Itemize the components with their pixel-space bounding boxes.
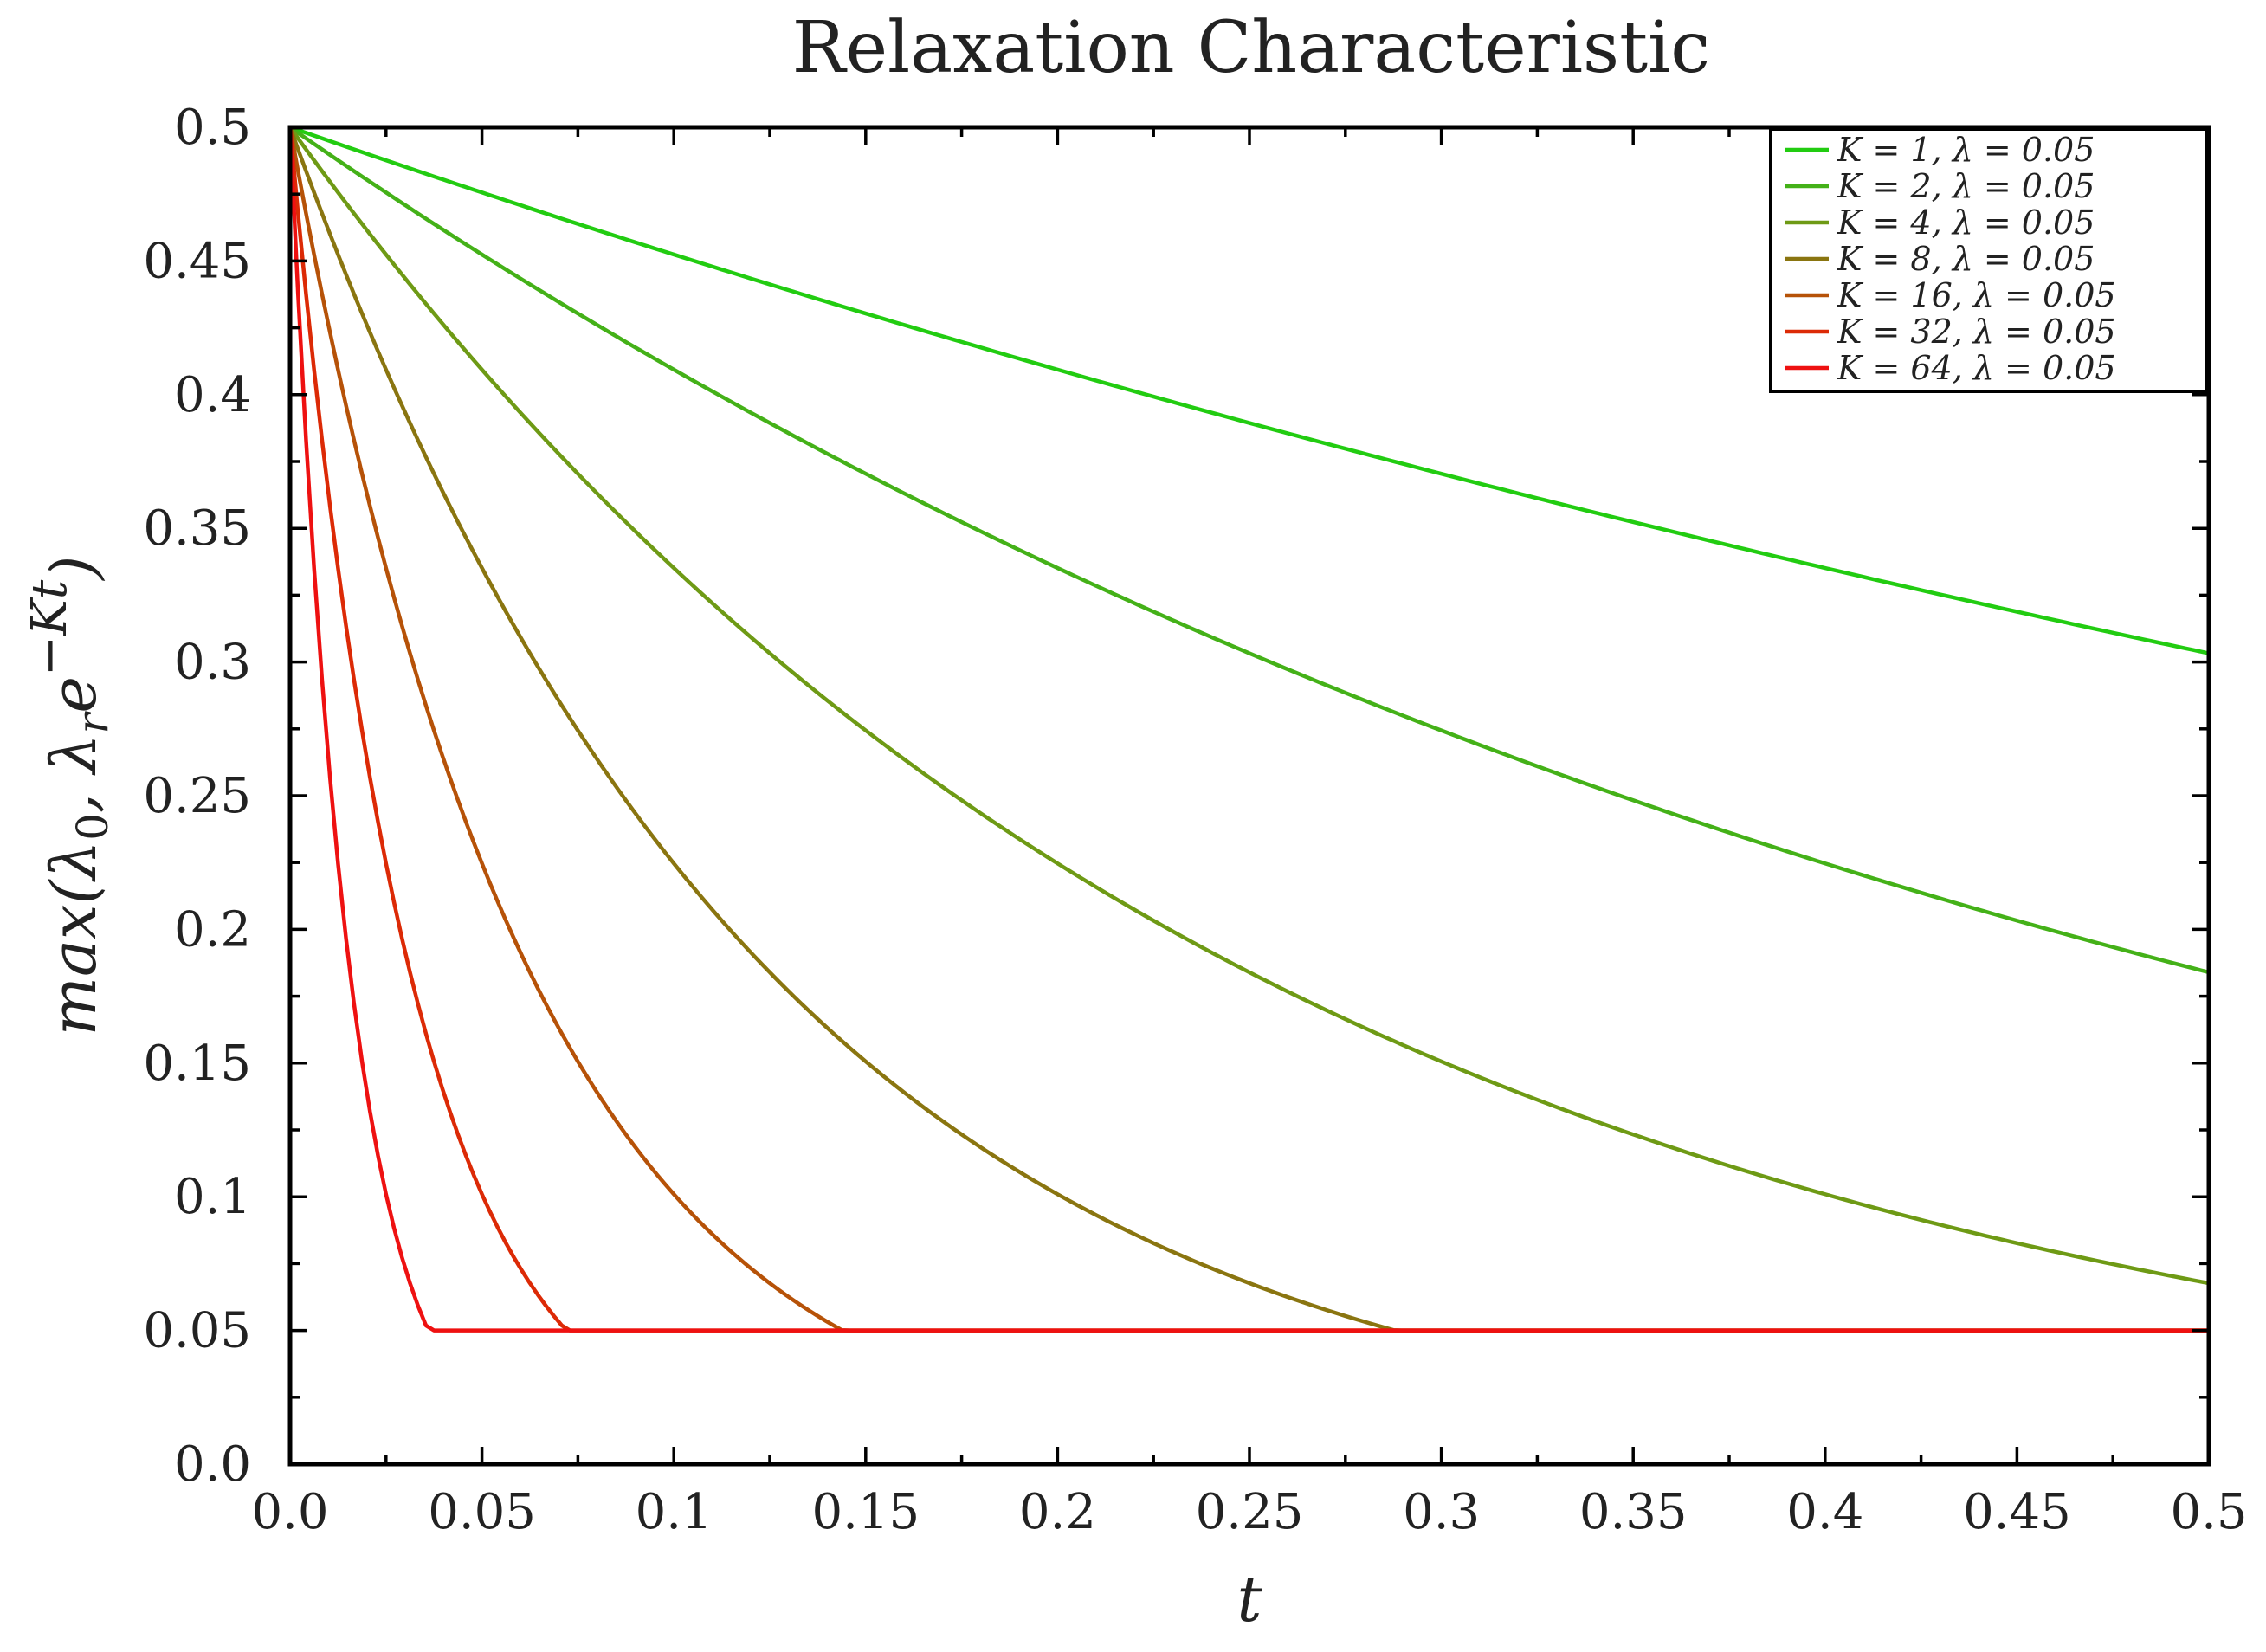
y-tick-label: 0.2 [174, 901, 251, 958]
y-label-exponent: −Kt [22, 579, 78, 676]
series-line-7 [290, 127, 2209, 1333]
plot-frame [287, 125, 2211, 1467]
x-tick-label: 0.2 [1019, 1484, 1096, 1540]
y-label-base: e [37, 676, 110, 713]
legend: K = 1, λ = 0.05K = 2, λ = 0.05K = 4, λ =… [1769, 127, 2209, 393]
y-label-prefix: max(λ [37, 841, 110, 1036]
x-tick-labels: 0.0 0.05 0.1 0.15 0.2 0.25 0.3 0.35 0.4 0.45 0.5 [251, 1484, 2247, 1540]
legend-label-6: K = 32, λ = 0.05 [1837, 313, 2116, 351]
y-tick-label: 0.4 [174, 367, 251, 423]
x-tick-label: 0.0 [251, 1484, 328, 1540]
x-tick-label: 0.15 [811, 1484, 920, 1540]
series-line-3 [290, 127, 2209, 1286]
y-label-mid: , λ [37, 734, 110, 813]
x-tick-label: 0.25 [1196, 1484, 1304, 1540]
series-group [290, 127, 2209, 1333]
y-tick-label: 0.45 [143, 233, 251, 289]
legend-box [1769, 127, 2209, 393]
x-tick-label: 0.3 [1403, 1484, 1480, 1540]
x-tick-label: 0.4 [1786, 1484, 1863, 1540]
x-tick-label: 0.1 [636, 1484, 713, 1540]
y-tick-label: 0.15 [143, 1036, 251, 1092]
legend-label-2: K = 2, λ = 0.05 [1837, 167, 2095, 205]
y-tick-label: 0.3 [174, 635, 251, 691]
y-tick-label: 0.5 [174, 100, 251, 156]
y-tick-label: 0.05 [143, 1303, 251, 1359]
y-tick-label: 0.35 [143, 500, 251, 557]
x-tick-label: 0.05 [428, 1484, 536, 1540]
chart-title: Relaxation Characteristic [792, 7, 1710, 89]
legend-label-3: K = 4, λ = 0.05 [1837, 203, 2095, 242]
legend-items: K = 1, λ = 0.05K = 2, λ = 0.05K = 4, λ =… [1785, 131, 2116, 387]
y-axis-label: max(λ0, λre−Kt) [22, 556, 118, 1036]
x-tick-label: 0.35 [1579, 1484, 1688, 1540]
legend-label-4: K = 8, λ = 0.05 [1837, 240, 2095, 278]
y-label-subr: r [68, 711, 118, 734]
y-tick-label: 0.1 [174, 1169, 251, 1225]
legend-label-7: K = 64, λ = 0.05 [1837, 349, 2116, 387]
y-tick-labels: 0.0 0.05 0.1 0.15 0.2 0.25 0.3 0.35 0.4 0.45 0.5 [143, 100, 251, 1493]
plot-area [287, 125, 2211, 1467]
y-label-sub0: 0 [68, 813, 118, 841]
x-tick-label: 0.5 [2170, 1484, 2247, 1540]
x-axis-label: t [1237, 1563, 1263, 1636]
y-tick-label: 0.25 [143, 768, 251, 824]
legend-label-1: K = 1, λ = 0.05 [1837, 131, 2095, 169]
y-label-suffix: ) [37, 556, 110, 582]
series-line-2 [290, 127, 2209, 975]
y-tick-label: 0.0 [174, 1436, 251, 1493]
series-line-1 [290, 127, 2209, 655]
legend-label-5: K = 16, λ = 0.05 [1837, 276, 2116, 314]
x-tick-label: 0.45 [1963, 1484, 2071, 1540]
